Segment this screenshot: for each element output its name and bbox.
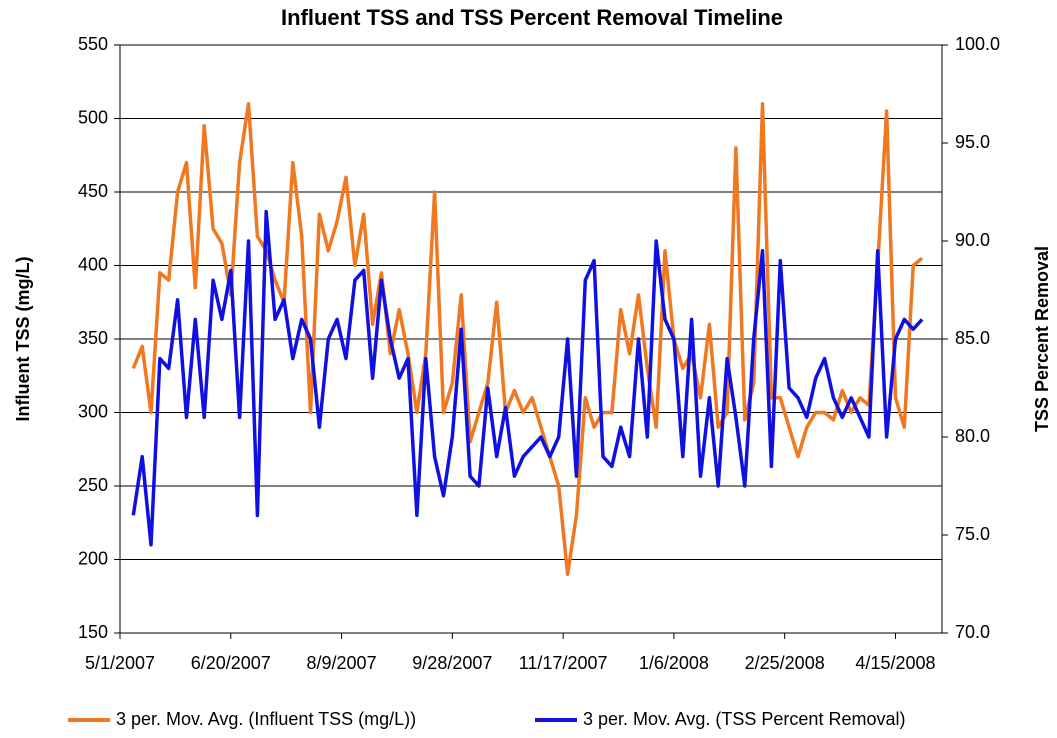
y-tick-label: 550	[78, 34, 108, 54]
x-tick-label: 11/17/2007	[519, 653, 608, 673]
y-tick-label: 500	[78, 107, 108, 127]
y-tick-label: 400	[78, 254, 108, 274]
x-tick-label: 6/20/2007	[191, 653, 271, 673]
y-tick-label: 200	[78, 548, 108, 568]
y-tick-label: 450	[78, 181, 108, 201]
y-tick-label: 350	[78, 328, 108, 348]
y2-tick-label: 90.0	[955, 230, 990, 250]
y-tick-label: 150	[78, 622, 108, 642]
data-line	[131, 209, 924, 547]
x-tick-label: 2/25/2008	[745, 653, 825, 673]
y2-axis-title: TSS Percent Removal	[1032, 246, 1052, 432]
x-tick-label: 1/6/2008	[639, 653, 709, 673]
y2-tick-label: 80.0	[955, 426, 990, 446]
legend-label: 3 per. Mov. Avg. (TSS Percent Removal)	[583, 709, 905, 729]
y2-tick-label: 75.0	[955, 524, 990, 544]
chart-title: Influent TSS and TSS Percent Removal Tim…	[281, 5, 783, 30]
x-tick-label: 5/1/2007	[85, 653, 155, 673]
x-tick-label: 8/9/2007	[307, 653, 377, 673]
y2-tick-label: 85.0	[955, 328, 990, 348]
x-tick-label: 9/28/2007	[412, 653, 492, 673]
y-axis-title: Influent TSS (mg/L)	[13, 257, 33, 422]
x-tick-label: 4/15/2008	[855, 653, 935, 673]
y2-tick-label: 70.0	[955, 622, 990, 642]
legend-label: 3 per. Mov. Avg. (Influent TSS (mg/L))	[116, 709, 416, 729]
y2-tick-label: 100.0	[955, 34, 1000, 54]
y-tick-label: 250	[78, 475, 108, 495]
y-tick-label: 300	[78, 401, 108, 421]
y2-tick-label: 95.0	[955, 132, 990, 152]
